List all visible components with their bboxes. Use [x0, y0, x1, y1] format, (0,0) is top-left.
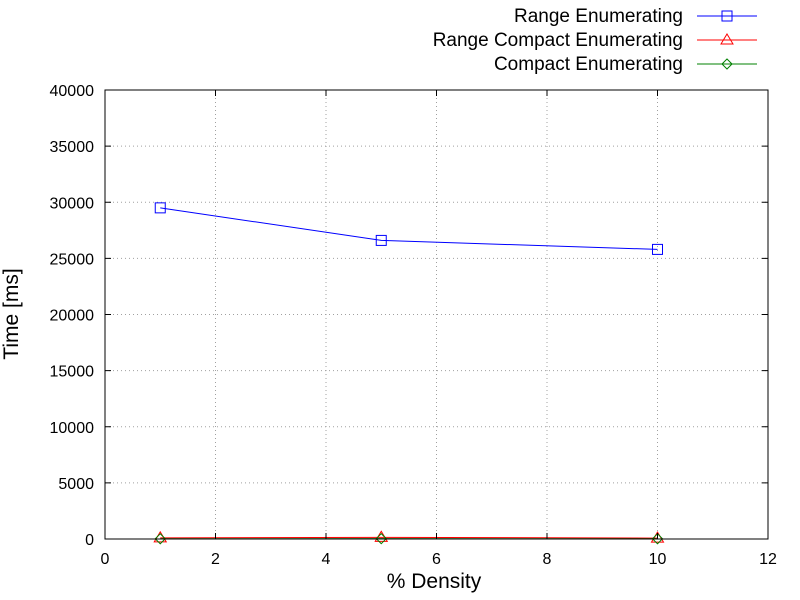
y-tick-label: 5000 [58, 476, 94, 493]
legend-label-0: Range Enumerating [514, 6, 683, 27]
x-tick-label: 8 [543, 551, 552, 568]
x-tick-label: 10 [649, 551, 667, 568]
data-point-diamond [721, 58, 733, 70]
y-tick-label: 40000 [50, 83, 95, 100]
grid [105, 90, 768, 539]
y-tick-label: 25000 [50, 251, 95, 268]
series-layer [153, 202, 665, 545]
x-tick-label: 2 [211, 551, 220, 568]
x-tick-label: 6 [432, 551, 441, 568]
y-axis-label: Time [ms] [0, 268, 23, 359]
x-axis-label: % Density [387, 570, 482, 593]
data-point-diamond [651, 533, 664, 545]
data-point-diamond [375, 532, 387, 545]
data-point-diamond [154, 533, 166, 545]
ticks: 0 2 4 6 8 10 12 0 5000 10000 15000 20000 25000 30000 3… [50, 83, 778, 568]
data-point-square [154, 202, 166, 214]
data-point-square [375, 234, 387, 246]
legend-label-2: Compact Enumerating [494, 54, 683, 75]
y-tick-label: 20000 [50, 308, 95, 325]
series-line-1 [160, 536, 658, 539]
x-tick-label: 4 [322, 551, 331, 568]
data-point-triangle [720, 33, 734, 45]
x-tick-label: 12 [759, 551, 777, 568]
data-point-square [652, 243, 663, 255]
legend: Range Enumerating Range Compact Enumerati… [433, 6, 757, 75]
series-line-0 [160, 207, 658, 250]
data-point-square [721, 10, 733, 22]
legend-label-1: Range Compact Enumerating [433, 30, 683, 51]
x-tick-label: 0 [101, 551, 110, 568]
y-tick-label: 10000 [50, 420, 95, 437]
y-tick-label: 0 [85, 532, 94, 549]
y-tick-label: 15000 [50, 364, 95, 381]
y-tick-label: 30000 [50, 195, 95, 212]
y-tick-label: 35000 [50, 139, 95, 156]
